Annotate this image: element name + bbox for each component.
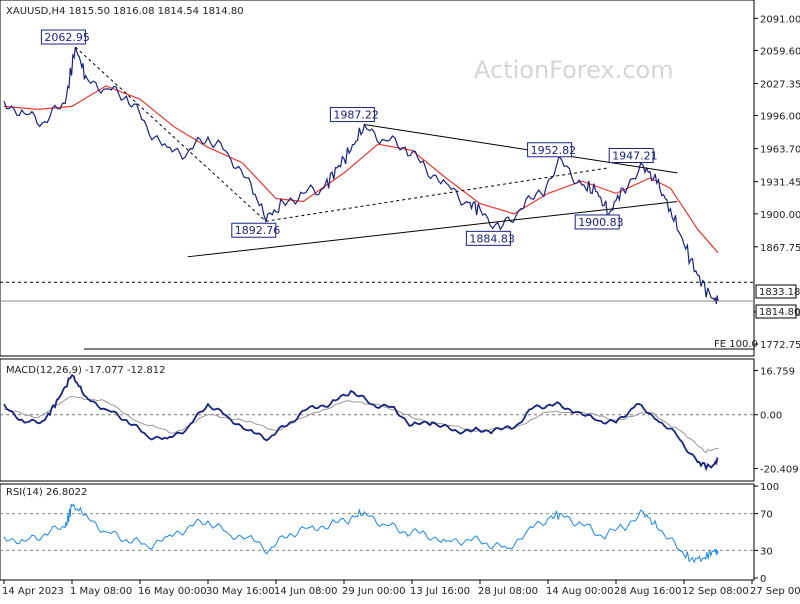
main-plot-area: 2062.95 1892.76 1987.22 1884.83 1952.82 1900.…	[0, 29, 754, 304]
price-label: 1947.21	[608, 148, 658, 164]
price-label: 1884.83	[465, 230, 515, 246]
rsi-y-axis: 100 70 30 0	[754, 482, 779, 585]
y-tick-label: 70	[760, 510, 773, 521]
x-tick-label: 14 Jun 08:00	[274, 586, 338, 597]
y-tick-label: 0.00	[760, 411, 782, 422]
macd-line	[3, 373, 719, 472]
y-tick-label: 1931.45	[760, 178, 800, 189]
y-tick-label: 1867.75	[760, 243, 800, 254]
y-tick-label: 2059.60	[760, 46, 800, 57]
price-label-text: 1987.22	[333, 109, 379, 122]
y-tick-label: 1996.00	[760, 112, 800, 123]
price-label: 1892.76	[231, 222, 280, 238]
price-label-text: 1947.21	[612, 150, 658, 163]
trend-line	[265, 167, 610, 222]
x-tick-label: 28 Jul 08:00	[478, 586, 538, 597]
x-tick-label: 14 Apr 2023	[2, 586, 64, 597]
x-tick-label: 27 Sep 00:00	[750, 586, 800, 597]
fe-label: FE 100.0	[714, 339, 758, 350]
price-label: 2062.95	[40, 29, 90, 45]
trend-line	[187, 201, 678, 258]
macd-plot-area	[0, 373, 754, 472]
rsi-line	[3, 503, 719, 564]
signal-line	[3, 395, 719, 454]
rsi-plot-area	[0, 503, 754, 564]
x-tick-label: 16 May 00:00	[138, 586, 207, 597]
y-tick-label: 100	[760, 482, 779, 493]
y-tick-label: 0	[760, 574, 766, 585]
price-line	[3, 46, 719, 304]
y-tick-label: 1900.00	[760, 210, 800, 221]
rsi-header: RSI(14) 26.8022	[6, 487, 87, 498]
x-axis: 14 Apr 2023 1 May 08:00 16 May 00:00 30 May…	[2, 580, 800, 597]
x-tick-label: 29 Jun 00:00	[342, 586, 406, 597]
watermark: ActionForex.com	[474, 56, 674, 84]
price-label-text: 1892.76	[235, 224, 280, 237]
main-panel-frame	[0, 0, 755, 357]
price-label-text: 1884.83	[469, 232, 515, 245]
y-tick-label: 16.759	[760, 367, 795, 378]
main-header: XAUUSD,H4 1815.50 1816.08 1814.54 1814.8…	[6, 6, 244, 17]
y-tick-label: 2027.35	[760, 79, 800, 90]
price-label: 1900.83	[574, 214, 624, 230]
price-label: 1987.22	[329, 107, 379, 123]
price-label-text: 1952.82	[531, 144, 577, 157]
trend-line	[75, 46, 267, 222]
price-label-text: 1900.83	[578, 216, 624, 229]
macd-y-axis: 16.759 0.00 -20.409	[754, 367, 799, 476]
rsi-panel-frame	[0, 483, 755, 581]
x-tick-label: 1 May 08:00	[70, 586, 132, 597]
x-tick-label: 12 Sep 08:00	[682, 586, 749, 597]
macd-header: MACD(12,26,9) -17.077 -12.812	[6, 365, 166, 376]
y-tick-label: 1772.75	[760, 340, 800, 351]
main-y-axis: 2091.00 2059.60 2027.35 1996.00 1963.70 1931.…	[754, 14, 800, 351]
price-label-text: 2062.95	[44, 31, 90, 44]
price-label: 1952.82	[527, 142, 577, 158]
trend-line	[364, 124, 678, 174]
x-tick-label: 28 Aug 16:00	[614, 586, 681, 597]
y-tick-label: -20.409	[760, 465, 799, 476]
x-tick-label: 13 Jul 16:00	[410, 586, 470, 597]
level-marker: 1833.18	[755, 284, 800, 299]
x-tick-label: 14 Aug 00:00	[546, 586, 613, 597]
level-marker-text: 1833.18	[759, 287, 800, 298]
y-tick-label: 1963.70	[760, 145, 800, 156]
x-tick-label: 30 May 16:00	[206, 586, 275, 597]
macd-panel-frame	[0, 358, 755, 482]
last-price-text: 1814.80	[759, 307, 800, 318]
y-tick-label: 30	[760, 546, 773, 557]
last-price-marker: 1814.80	[755, 304, 800, 319]
y-tick-label: 2091.00	[760, 14, 800, 25]
